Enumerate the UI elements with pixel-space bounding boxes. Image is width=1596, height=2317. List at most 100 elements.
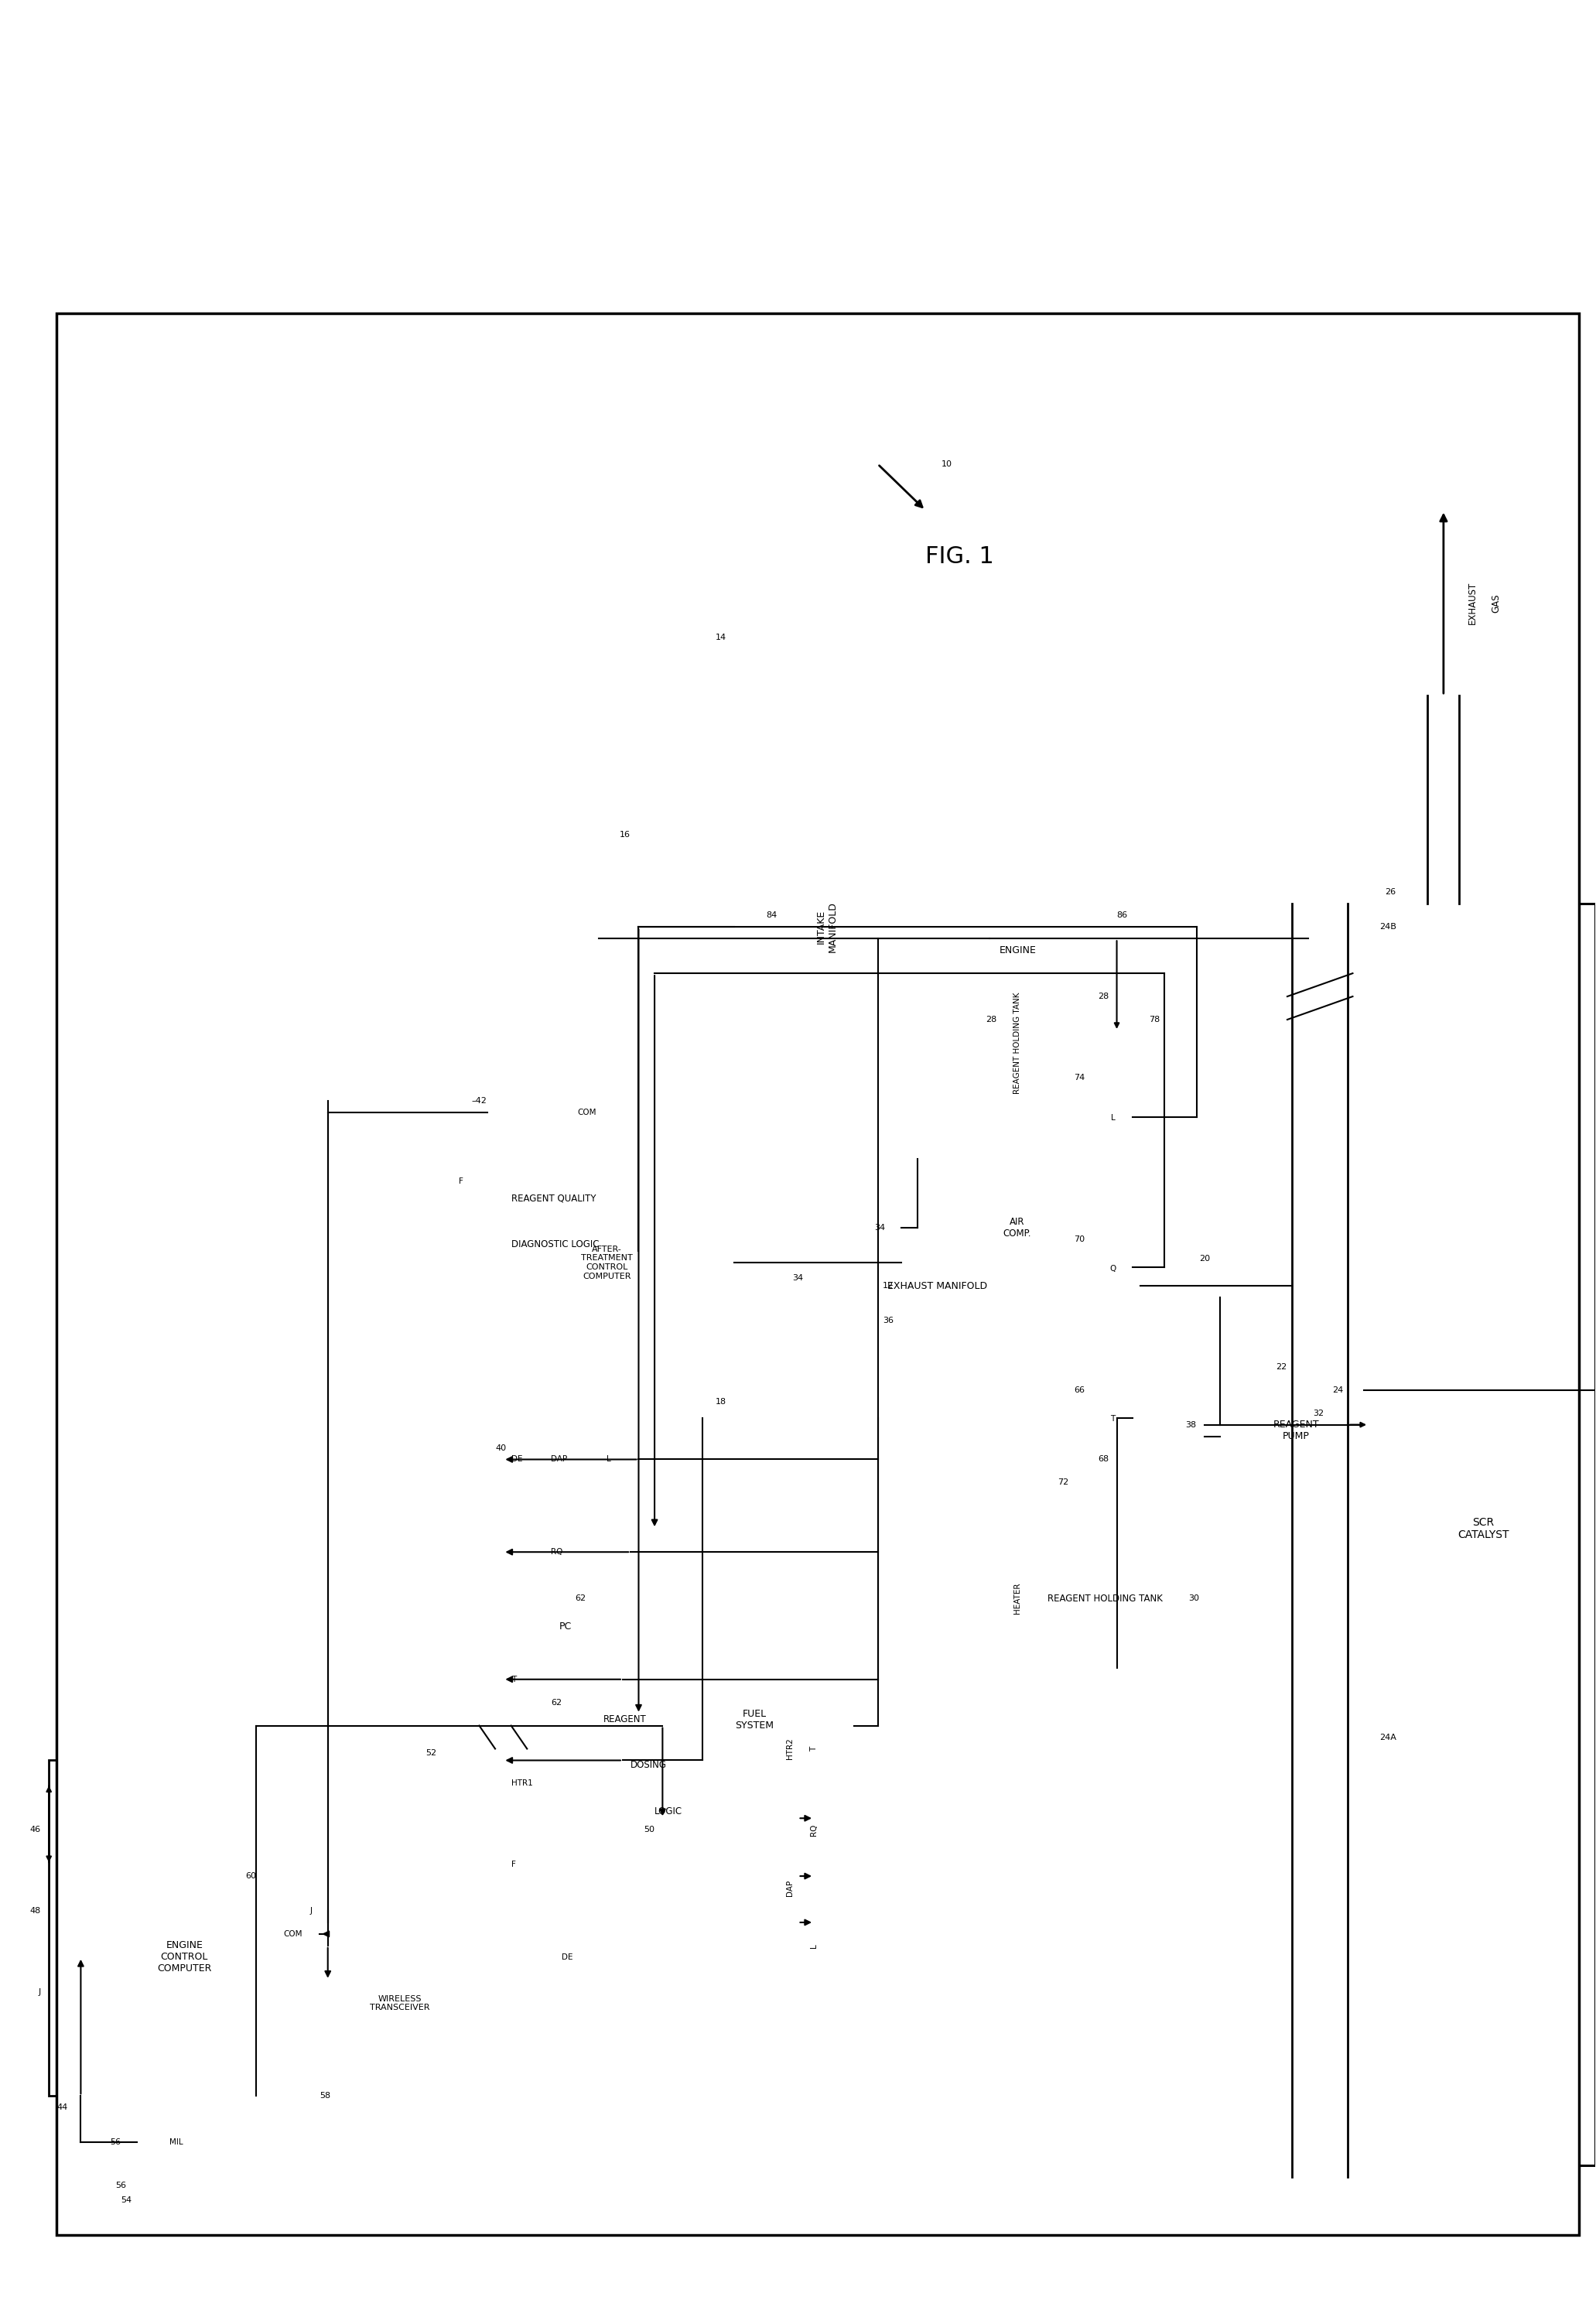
Text: 50: 50: [643, 1826, 654, 1833]
Text: RQ: RQ: [551, 1548, 563, 1557]
Text: INTAKE
MANIFOLD: INTAKE MANIFOLD: [816, 901, 838, 952]
Text: REAGENT HOLDING TANK: REAGENT HOLDING TANK: [1013, 992, 1021, 1094]
Text: Q: Q: [1109, 1265, 1116, 1272]
Text: 48: 48: [30, 1907, 41, 1914]
Text: FUEL
SYSTEM: FUEL SYSTEM: [734, 1710, 774, 1731]
Text: 40: 40: [495, 1443, 506, 1453]
FancyBboxPatch shape: [990, 1031, 1221, 2166]
Text: 18: 18: [715, 1397, 726, 1406]
Text: 26: 26: [1385, 887, 1395, 897]
Text: 20: 20: [1199, 1256, 1210, 1263]
Text: HTR2: HTR2: [787, 1738, 793, 1759]
Text: ENGINE
CONTROL
COMPUTER: ENGINE CONTROL COMPUTER: [156, 1942, 212, 1974]
Text: 74: 74: [1074, 1073, 1085, 1082]
Text: 24: 24: [1333, 1386, 1342, 1395]
Text: J: J: [310, 1907, 311, 1914]
Text: COM: COM: [282, 1930, 302, 1937]
Text: 16: 16: [619, 829, 630, 839]
Text: 84: 84: [766, 911, 777, 920]
FancyBboxPatch shape: [1093, 1089, 1133, 1147]
Text: 24B: 24B: [1381, 922, 1396, 931]
Text: L: L: [1111, 1114, 1116, 1121]
FancyBboxPatch shape: [1093, 1390, 1133, 1448]
Text: GAS: GAS: [1491, 593, 1502, 612]
Text: 66: 66: [1074, 1386, 1085, 1395]
Text: DAP: DAP: [551, 1455, 568, 1464]
Text: J: J: [38, 1988, 41, 1995]
FancyBboxPatch shape: [57, 313, 1578, 2236]
Text: SCR
CATALYST: SCR CATALYST: [1457, 1518, 1510, 1541]
FancyBboxPatch shape: [1001, 1054, 1104, 2143]
Text: 58: 58: [319, 2092, 330, 2099]
Text: T: T: [811, 1747, 817, 1752]
Text: 68: 68: [1098, 1455, 1109, 1464]
FancyBboxPatch shape: [902, 1147, 1133, 1309]
Text: DIAGNOSTIC LOGIC: DIAGNOSTIC LOGIC: [511, 1240, 598, 1249]
Text: AFTER-
TREATMENT
CONTROL
COMPUTER: AFTER- TREATMENT CONTROL COMPUTER: [581, 1244, 632, 1279]
Text: 28: 28: [986, 1015, 998, 1024]
FancyBboxPatch shape: [503, 1170, 902, 2143]
Text: T: T: [1111, 1416, 1116, 1423]
Text: DAP: DAP: [787, 1879, 793, 1895]
Text: AIR
COMP.: AIR COMP.: [1002, 1216, 1031, 1240]
Text: REAGENT
PUMP: REAGENT PUMP: [1274, 1420, 1320, 1441]
Text: 60: 60: [246, 1872, 255, 1879]
Text: REAGENT HOLDING TANK: REAGENT HOLDING TANK: [1047, 1594, 1162, 1603]
Text: 10: 10: [942, 461, 953, 468]
FancyBboxPatch shape: [1093, 1240, 1133, 1298]
Text: F: F: [511, 1861, 516, 1868]
Text: ENGINE: ENGINE: [999, 945, 1036, 955]
Text: 22: 22: [1277, 1362, 1288, 1372]
Text: EXHAUST MANIFOLD: EXHAUST MANIFOLD: [887, 1281, 988, 1291]
Text: T: T: [511, 1675, 516, 1682]
Text: 34: 34: [793, 1274, 803, 1281]
Text: –42: –42: [471, 1096, 487, 1105]
Text: HTR1: HTR1: [511, 1779, 533, 1786]
FancyBboxPatch shape: [734, 1182, 1141, 1390]
Text: COM: COM: [578, 1108, 597, 1117]
Text: 78: 78: [1149, 1015, 1160, 1024]
Text: 24A: 24A: [1381, 1733, 1396, 1740]
Text: REAGENT: REAGENT: [603, 1715, 646, 1724]
Text: REAGENT QUALITY: REAGENT QUALITY: [511, 1193, 595, 1203]
Text: 72: 72: [1058, 1478, 1069, 1488]
Text: DOSING: DOSING: [630, 1761, 667, 1770]
Text: F: F: [458, 1177, 463, 1186]
Text: 28: 28: [1098, 992, 1109, 1001]
Text: L: L: [606, 1455, 611, 1464]
FancyBboxPatch shape: [662, 1622, 846, 1819]
Text: 32: 32: [1314, 1409, 1325, 1418]
Text: 56: 56: [115, 2183, 126, 2190]
Text: 14: 14: [715, 635, 726, 642]
Text: PC: PC: [559, 1622, 571, 1631]
FancyBboxPatch shape: [319, 1923, 479, 2085]
Text: LOGIC: LOGIC: [654, 1807, 683, 1817]
Circle shape: [870, 1541, 886, 1564]
Text: DE: DE: [562, 1953, 573, 1960]
Text: 34: 34: [875, 1223, 886, 1233]
FancyBboxPatch shape: [49, 1761, 327, 2097]
FancyBboxPatch shape: [598, 1703, 846, 2143]
Text: 56: 56: [110, 2139, 121, 2146]
Text: 86: 86: [1117, 911, 1128, 920]
FancyBboxPatch shape: [1365, 904, 1594, 2166]
FancyBboxPatch shape: [902, 626, 1133, 1263]
Text: 38: 38: [1186, 1420, 1197, 1430]
FancyBboxPatch shape: [551, 1610, 854, 2166]
Text: 30: 30: [1189, 1594, 1199, 1601]
Text: 44: 44: [57, 2104, 69, 2111]
Text: 46: 46: [30, 1826, 41, 1833]
Text: WIRELESS
TRANSCEIVER: WIRELESS TRANSCEIVER: [370, 1995, 429, 2011]
Text: 62: 62: [575, 1594, 586, 1601]
Text: EXHAUST: EXHAUST: [1467, 582, 1478, 623]
Text: 52: 52: [426, 1749, 437, 1756]
Text: 36: 36: [883, 1316, 894, 1325]
Text: 70: 70: [1074, 1235, 1085, 1244]
FancyBboxPatch shape: [260, 1888, 324, 1981]
Text: L: L: [811, 1944, 817, 1949]
Text: HEATER: HEATER: [1013, 1583, 1021, 1615]
FancyBboxPatch shape: [479, 880, 1309, 2190]
Text: 12: 12: [883, 1281, 894, 1291]
Text: 54: 54: [121, 2197, 132, 2203]
Text: RQ: RQ: [811, 1823, 817, 1835]
